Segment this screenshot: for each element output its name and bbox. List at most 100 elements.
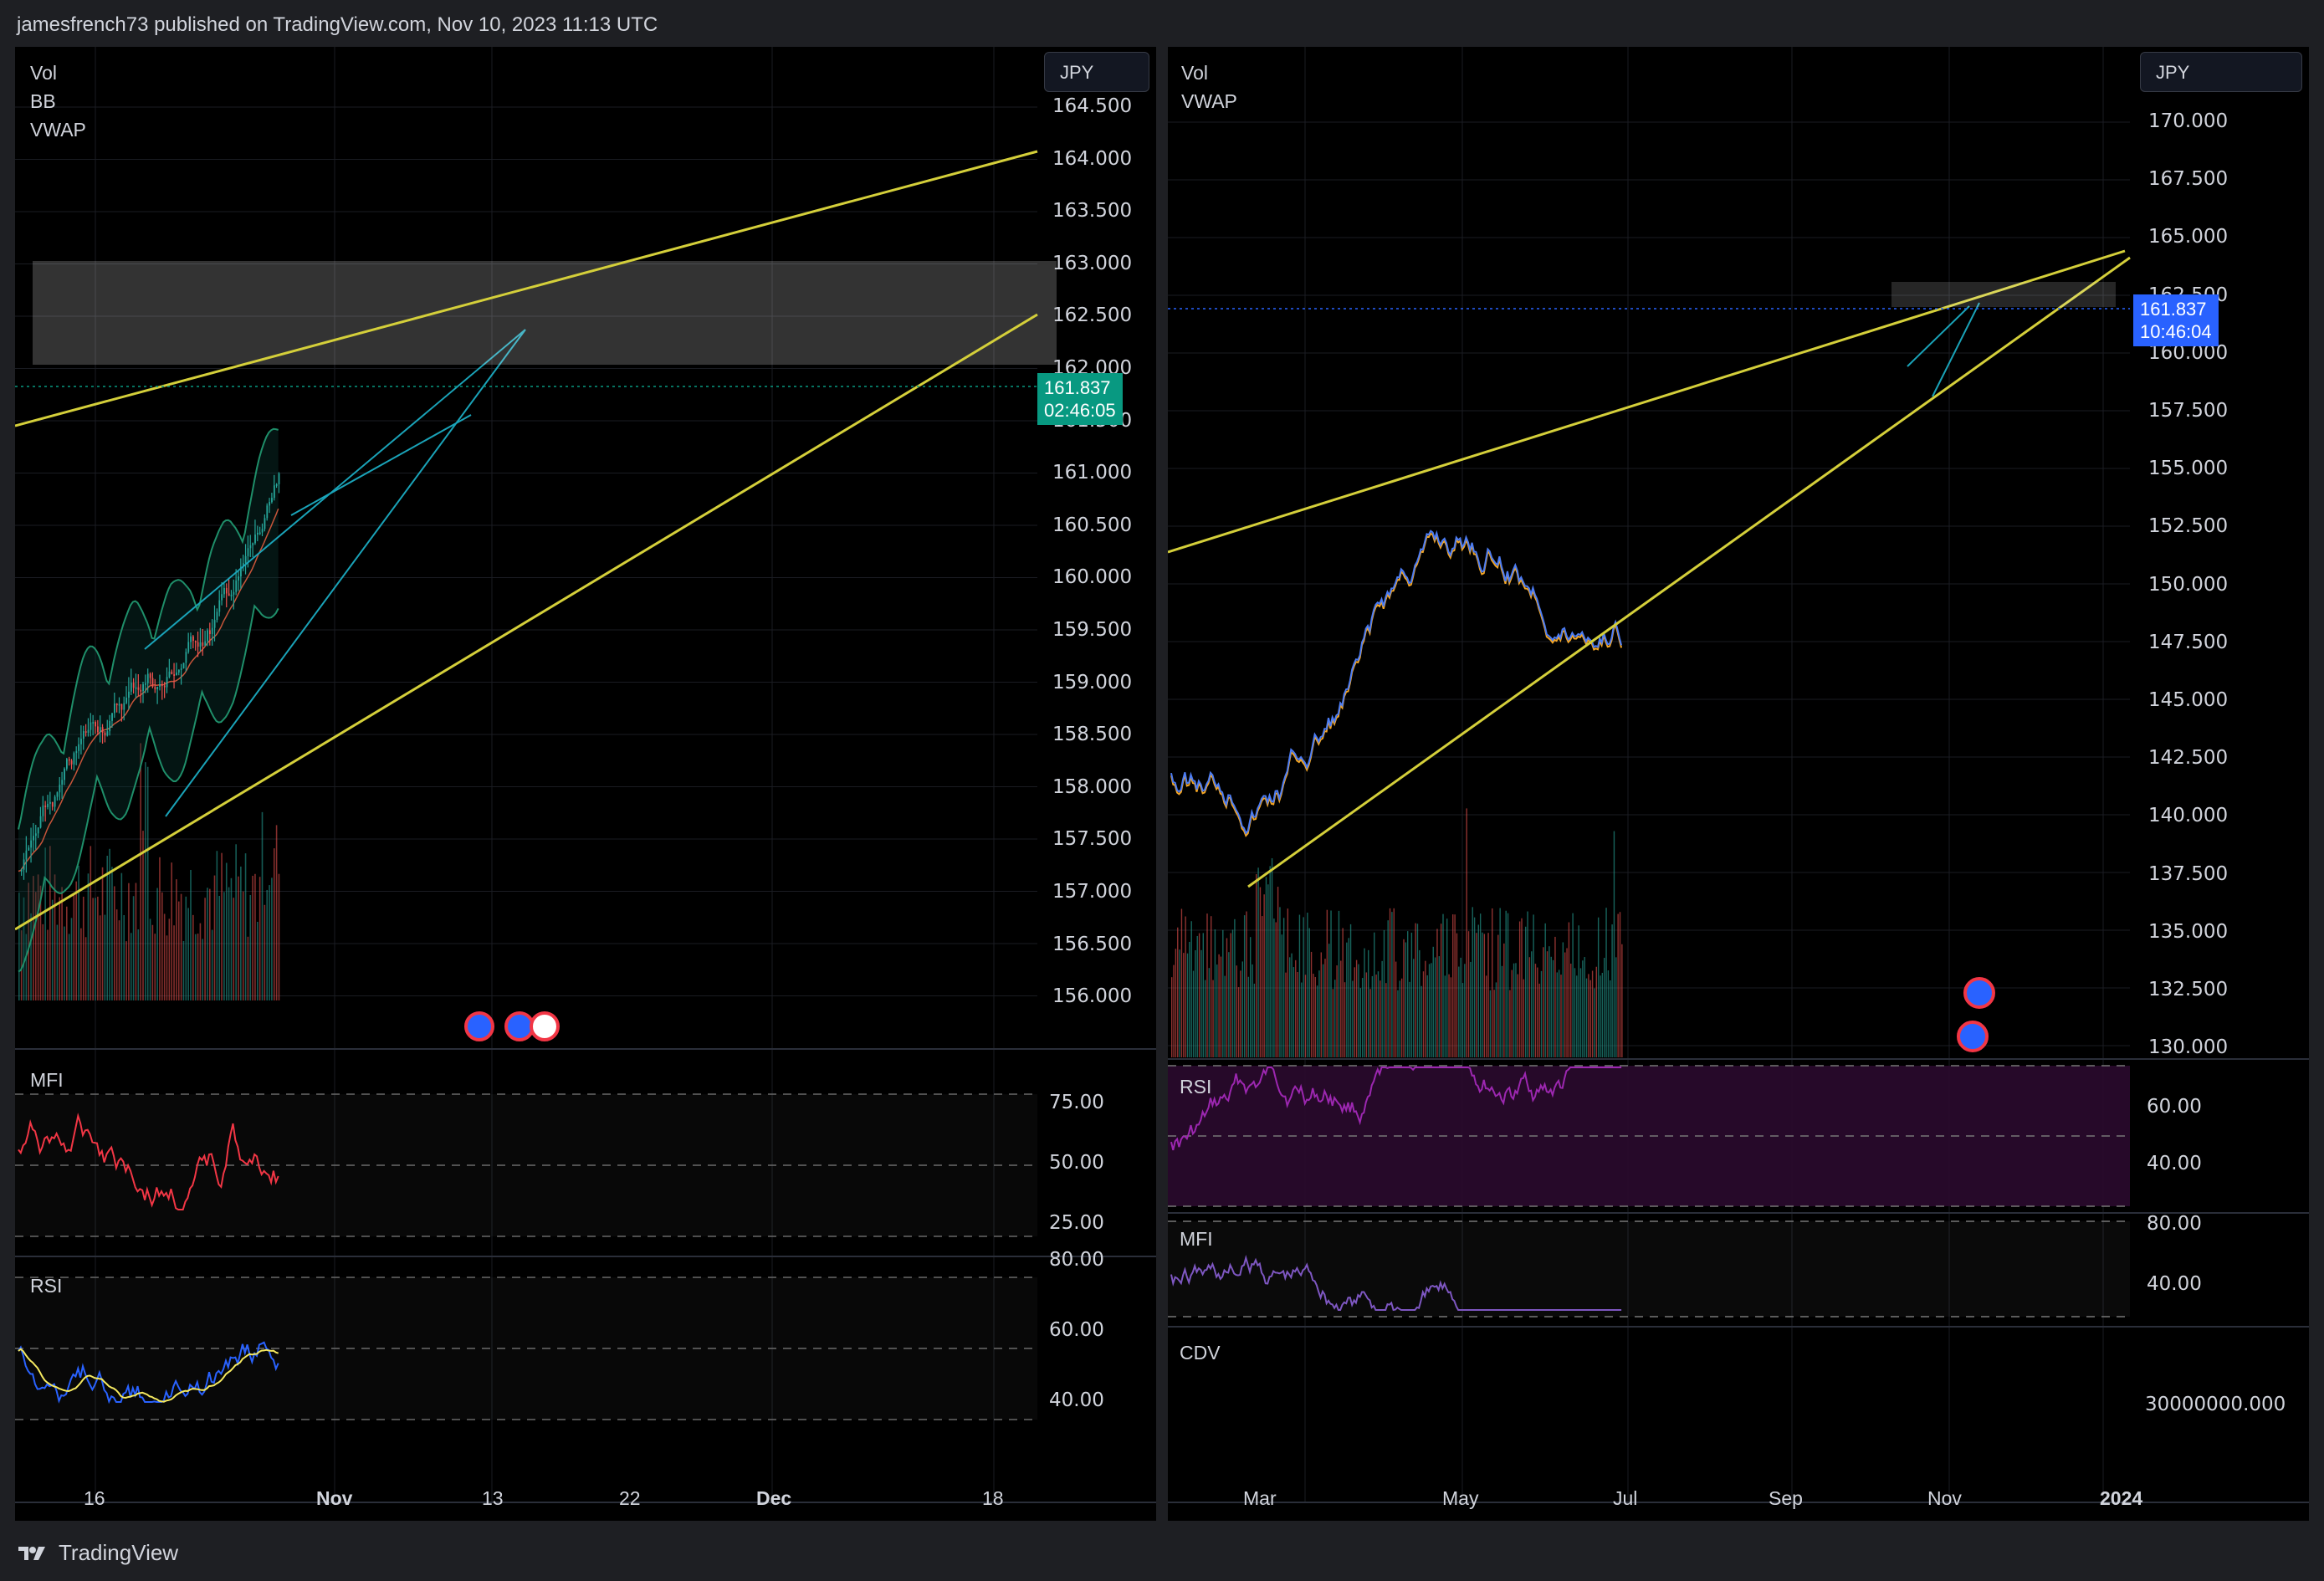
indicator-bb[interactable]: BB bbox=[30, 90, 56, 112]
volume-bar bbox=[1316, 985, 1318, 1057]
volume-bar bbox=[142, 831, 144, 1000]
volume-bar bbox=[1597, 917, 1600, 1057]
resistance-zone bbox=[1891, 282, 2116, 307]
volume-bar bbox=[1425, 960, 1426, 1057]
volume-bar bbox=[190, 869, 192, 1000]
volume-bar bbox=[1344, 982, 1346, 1057]
candle-body bbox=[128, 691, 130, 698]
volume-bar bbox=[1381, 960, 1383, 1057]
volume-bar bbox=[78, 865, 79, 1000]
volume-bar bbox=[115, 909, 118, 1000]
candle-body bbox=[151, 678, 154, 688]
volume-bar bbox=[1318, 970, 1320, 1057]
volume-bar bbox=[156, 888, 158, 1000]
volume-bar bbox=[1525, 926, 1527, 1057]
indicator-vwap[interactable]: VWAP bbox=[30, 119, 86, 141]
indicator-vol[interactable]: Vol bbox=[1181, 62, 1208, 84]
volume-bar bbox=[1570, 963, 1572, 1057]
volume-bar bbox=[1291, 953, 1293, 1057]
volume-bar bbox=[1241, 961, 1243, 1057]
volume-bar bbox=[1295, 959, 1297, 1057]
volume-bar bbox=[257, 921, 259, 1000]
trendline-upper bbox=[15, 150, 1038, 427]
volume-bar bbox=[166, 935, 168, 1000]
candle-body bbox=[209, 630, 211, 635]
volume-bar bbox=[1601, 972, 1604, 1057]
channel-line bbox=[1932, 302, 1980, 397]
candle-body bbox=[59, 784, 61, 793]
volume-bar bbox=[1410, 932, 1413, 1057]
volume-bar bbox=[1179, 949, 1180, 1057]
price-axis-label: 157.500 bbox=[1052, 828, 1133, 851]
time-axis-label: Dec bbox=[756, 1487, 792, 1509]
volume-bar bbox=[70, 918, 73, 1000]
volume-bar bbox=[59, 897, 61, 1000]
price-axis-label: 161.000 bbox=[1052, 462, 1133, 484]
volume-bar bbox=[1454, 914, 1456, 1057]
candle-body bbox=[125, 697, 128, 704]
volume-bar bbox=[1578, 925, 1579, 1057]
volume-bar bbox=[44, 847, 46, 1000]
volume-bar bbox=[1349, 924, 1352, 1057]
candle-body bbox=[180, 668, 182, 670]
volume-bar bbox=[1489, 990, 1492, 1057]
mfi-axis-label: 50.00 bbox=[1049, 1152, 1104, 1174]
cdv-label[interactable]: CDV bbox=[1180, 1342, 1221, 1364]
volume-bar bbox=[1493, 990, 1495, 1057]
price-axis-label: 163.000 bbox=[1052, 252, 1133, 274]
candle-body bbox=[99, 727, 101, 733]
volume-bar bbox=[1472, 907, 1473, 1057]
candle-body bbox=[159, 683, 161, 687]
volume-bar bbox=[1365, 972, 1368, 1057]
volume-bar bbox=[202, 939, 204, 1000]
candle-body bbox=[132, 683, 135, 688]
volume-bar bbox=[23, 897, 25, 1000]
volume-bar bbox=[54, 874, 56, 1000]
indicator-vol[interactable]: Vol bbox=[30, 62, 57, 84]
volume-bar bbox=[228, 887, 230, 1000]
volume-bar bbox=[1186, 953, 1189, 1057]
volume-bar bbox=[1171, 977, 1173, 1057]
volume-bar bbox=[1277, 887, 1279, 1057]
candle-body bbox=[87, 729, 90, 733]
currency-unit-button[interactable]: JPY bbox=[2140, 52, 2302, 92]
left-chart-canvas[interactable] bbox=[15, 47, 1156, 1521]
indicator-vwap[interactable]: VWAP bbox=[1181, 90, 1237, 112]
time-axis-label: 18 bbox=[982, 1487, 1004, 1509]
volume-bar bbox=[1334, 980, 1336, 1057]
candle-body bbox=[111, 713, 113, 721]
mfi-label[interactable]: MFI bbox=[30, 1069, 64, 1091]
volume-bar bbox=[1407, 931, 1409, 1057]
volume-bar bbox=[1554, 936, 1556, 1057]
volume-bar bbox=[1250, 937, 1252, 1057]
candle-body bbox=[44, 805, 47, 808]
volume-bar bbox=[1324, 959, 1326, 1057]
volume-bar bbox=[1269, 866, 1271, 1057]
left-chart-panel[interactable]: Vol BB VWAP JPY 164.500 164.000 163.500 163… bbox=[15, 47, 1156, 1521]
volume-bar bbox=[1566, 948, 1568, 1057]
volume-bar bbox=[1267, 884, 1269, 1057]
rsi-label[interactable]: RSI bbox=[30, 1275, 63, 1297]
mfi-label[interactable]: MFI bbox=[1180, 1228, 1213, 1250]
volume-bar bbox=[1476, 933, 1477, 1057]
right-chart-panel[interactable]: Vol VWAP JPY 170.000167.500165.000162.50… bbox=[1168, 47, 2309, 1521]
price-axis-label: 164.000 bbox=[1052, 147, 1133, 170]
right-chart-canvas[interactable] bbox=[1168, 47, 2309, 1521]
currency-unit-button[interactable]: JPY bbox=[1044, 52, 1149, 92]
footer-brand[interactable]: TradingView bbox=[17, 1540, 178, 1566]
rsi-label[interactable]: RSI bbox=[1180, 1076, 1212, 1097]
volume-bar bbox=[1383, 929, 1385, 1057]
price-axis-label: 165.000 bbox=[2148, 226, 2229, 248]
candle-body bbox=[82, 731, 84, 739]
price-axis-label: 159.000 bbox=[1052, 671, 1133, 693]
time-axis-label: Jul bbox=[1613, 1487, 1638, 1509]
volume-bar bbox=[1497, 934, 1499, 1057]
candle-body bbox=[230, 594, 233, 596]
candle-body bbox=[261, 529, 264, 533]
candle-body bbox=[238, 576, 239, 581]
candle-body bbox=[70, 760, 73, 765]
volume-bar bbox=[1183, 953, 1185, 1057]
candle-body bbox=[47, 803, 49, 808]
volume-bar bbox=[1175, 949, 1177, 1057]
candle-body bbox=[264, 518, 266, 530]
